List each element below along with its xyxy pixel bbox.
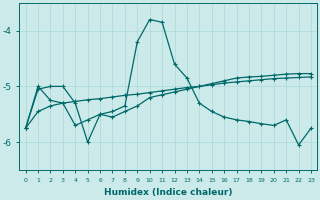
X-axis label: Humidex (Indice chaleur): Humidex (Indice chaleur) [104, 188, 233, 197]
